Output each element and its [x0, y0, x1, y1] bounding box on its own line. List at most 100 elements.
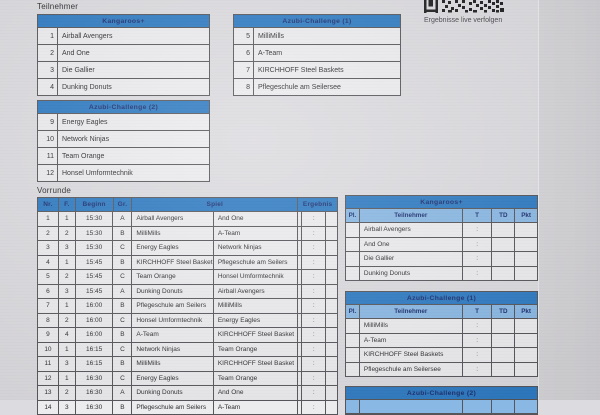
group-letter: A — [112, 386, 131, 400]
result-cell: : — [297, 284, 337, 298]
start-time: 16:15 — [74, 357, 113, 371]
header-points: T — [461, 305, 492, 318]
team-row: 10 Network Ninjas — [38, 130, 209, 147]
team-name: And One — [62, 49, 90, 57]
team-number: 7 — [234, 62, 254, 78]
standings-title: Kangaroos+ — [346, 196, 537, 209]
points-scored-cell: : — [461, 266, 492, 280]
standings-title: Azubi-Challenge (2) — [346, 387, 537, 400]
header-rank — [346, 400, 359, 413]
rank-cell — [346, 267, 359, 281]
match-number: 8 — [46, 316, 50, 324]
standings-row: Die Gallier : — [346, 252, 537, 267]
result-score-box: : — [301, 226, 327, 240]
header-diff: TD — [491, 305, 514, 318]
team-row: 11 Team Orange — [38, 147, 209, 164]
start-time: 16:15 — [74, 342, 113, 356]
group-letter: B — [112, 226, 131, 240]
match-number: 10 — [44, 345, 52, 353]
away-team: Team Orange — [212, 342, 297, 356]
team-name: MilliMills — [258, 32, 285, 40]
table-points-cell — [514, 319, 537, 333]
result-score-box: : — [301, 212, 327, 226]
header-diff — [491, 400, 514, 413]
group-letter: C — [112, 371, 131, 385]
group-letter: B — [112, 255, 131, 269]
point-diff-cell — [491, 333, 514, 347]
home-team: A-Team — [131, 328, 212, 342]
match-row: 3 3 15:30 C Energy Eagles Network Ninjas… — [38, 240, 337, 255]
result-cell: : — [297, 386, 337, 400]
team-row: 9 Energy Eagles — [38, 114, 209, 130]
header-rank: Pl. — [348, 212, 357, 219]
group-letter: B — [112, 400, 131, 414]
standings-row: Airball Avengers : — [346, 223, 537, 238]
team-row: 6 A-Team — [234, 44, 400, 61]
home-team: Team Orange — [131, 270, 212, 284]
header-start: Beginn — [74, 198, 113, 211]
result-cell: : — [297, 270, 337, 284]
team-name: KIRCHHOFF Steel Baskets — [258, 66, 344, 74]
team-row: 5 MilliMills — [234, 28, 400, 44]
header-team — [358, 400, 462, 413]
standings-row: And One : — [346, 237, 537, 252]
match-number: 11 — [44, 360, 52, 368]
team-number: 9 — [38, 114, 58, 130]
away-team: Honsel Umformtechnik — [212, 270, 297, 284]
start-time: 15:45 — [74, 284, 113, 298]
standings-team-name: KIRCHHOFF Steel Baskets — [358, 348, 462, 362]
group-table-azubi-2: Azubi-Challenge (2) 9 Energy Eagles 10 N… — [37, 100, 210, 182]
rank-cell — [346, 252, 359, 266]
header-points: T — [461, 209, 492, 222]
group-table-kangaroos: Kangaroos+ 1 Airball Avengers 2 And One … — [37, 14, 210, 96]
result-cell: : — [297, 342, 337, 356]
match-number: 12 — [44, 374, 52, 382]
field-number: 2 — [57, 270, 75, 284]
team-name: Energy Eagles — [62, 118, 108, 126]
away-team: A-Team — [212, 226, 297, 240]
match-row: 2 2 15:30 B MilliMills A-Team : — [38, 225, 337, 240]
standings-title: Azubi-Challenge (1) — [346, 292, 537, 305]
group-table-azubi-1: Azubi-Challenge (1) 5 MilliMills 6 A-Tea… — [233, 14, 401, 96]
point-diff-cell — [491, 252, 514, 266]
participants-heading: Teilnehmer — [37, 2, 79, 11]
group-letter: A — [112, 212, 131, 226]
away-team: Team Orange — [212, 371, 297, 385]
home-team: MilliMills — [131, 357, 212, 371]
team-name: Dunking Donuts — [62, 83, 112, 91]
table-points-cell — [514, 223, 537, 237]
match-number: 5 — [46, 273, 50, 281]
home-team: Dunking Donuts — [131, 284, 212, 298]
start-time: 16:00 — [74, 299, 113, 313]
team-number: 2 — [38, 45, 58, 61]
home-team: Pflegeschule am Seilers — [131, 299, 212, 313]
team-row: 12 Honsel Umformtechnik — [38, 164, 209, 181]
points-scored-cell: : — [461, 319, 492, 333]
start-time: 16:00 — [74, 313, 113, 327]
team-number: 1 — [38, 28, 58, 44]
result-score-box: : — [301, 270, 327, 284]
start-time: 16:00 — [74, 328, 113, 342]
result-score-box: : — [301, 241, 327, 255]
header-pkt: Pkt — [514, 305, 537, 318]
match-number: 2 — [46, 229, 50, 237]
header-nr: Nr. — [43, 201, 53, 208]
match-row: 12 1 16:30 C Energy Eagles Team Orange : — [38, 370, 337, 385]
result-score-box: : — [301, 299, 327, 313]
start-time: 16:30 — [74, 400, 113, 414]
rank-cell — [346, 238, 359, 252]
team-number: 5 — [234, 28, 254, 44]
home-team: MilliMills — [131, 226, 212, 240]
start-time: 15:45 — [74, 255, 113, 269]
away-team: A-Team — [212, 400, 297, 414]
home-team: Energy Eagles — [131, 371, 212, 385]
rank-cell — [346, 334, 359, 348]
table-points-cell — [514, 333, 537, 347]
home-team: KIRCHHOFF Steel Basket — [131, 255, 213, 269]
group-letter: B — [112, 299, 131, 313]
home-team: Pflegeschule am Seilers — [131, 400, 212, 414]
team-name: Pflegeschule am Seilersee — [258, 83, 341, 91]
match-row: 7 1 16:00 B Pflegeschule am Seilers Mill… — [38, 298, 337, 313]
standings-team-name: MilliMills — [358, 319, 462, 333]
home-team: Dunking Donuts — [131, 386, 212, 400]
